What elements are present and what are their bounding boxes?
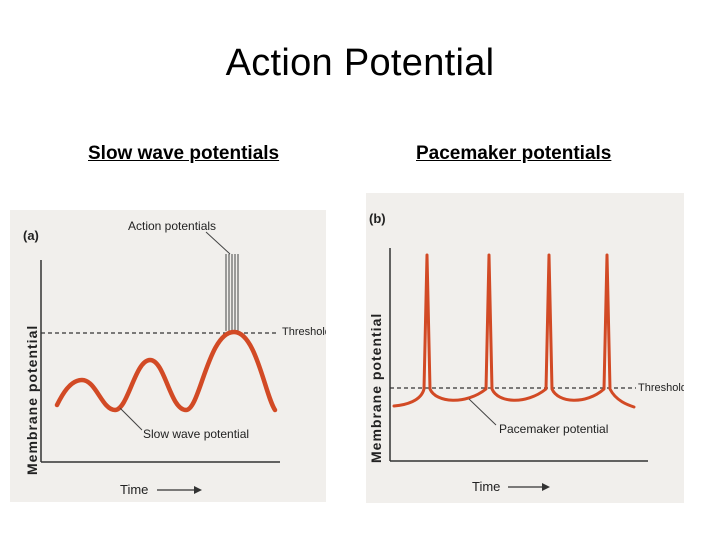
action-potentials-pointer — [205, 231, 231, 255]
panel-a-label: (a) — [23, 228, 39, 243]
threshold-label-b: Threshold — [638, 382, 684, 394]
slow-wave-heading: Slow wave potentials — [88, 143, 280, 164]
x-axis-label-a: Time — [120, 482, 148, 497]
slow-wave-label: Slow wave potential — [143, 427, 249, 441]
threshold-label-a: Threshold — [282, 326, 326, 338]
slow-wave-svg: (a) Membrane potential Threshold Action … — [23, 219, 326, 497]
slide-title: Action Potential — [225, 42, 495, 84]
x-axis-label-b: Time — [472, 479, 500, 494]
slow-wave-trace — [54, 329, 278, 413]
y-axis-label-b: Membrane potential — [368, 313, 384, 463]
panel-b-label: (b) — [369, 211, 386, 226]
pacemaker-label: Pacemaker potential — [499, 422, 608, 436]
y-axis-label-a: Membrane potential — [24, 325, 40, 475]
slow-wave-pointer — [119, 407, 143, 431]
pacemaker-trace — [392, 253, 636, 409]
pacemaker-heading: Pacemaker potentials — [416, 143, 612, 164]
pacemaker-pointer — [468, 398, 497, 426]
action-potential-spikes — [225, 254, 239, 331]
time-arrowhead-a — [194, 486, 202, 494]
pacemaker-svg: (b) Membrane potential Threshold Pacemak… — [368, 211, 684, 494]
action-potentials-label: Action potentials — [128, 219, 216, 233]
pacemaker-diagram: (b) Membrane potential Threshold Pacemak… — [366, 193, 684, 503]
slow-wave-diagram: (a) Membrane potential Threshold Action … — [10, 210, 326, 502]
time-arrowhead-b — [542, 483, 550, 491]
